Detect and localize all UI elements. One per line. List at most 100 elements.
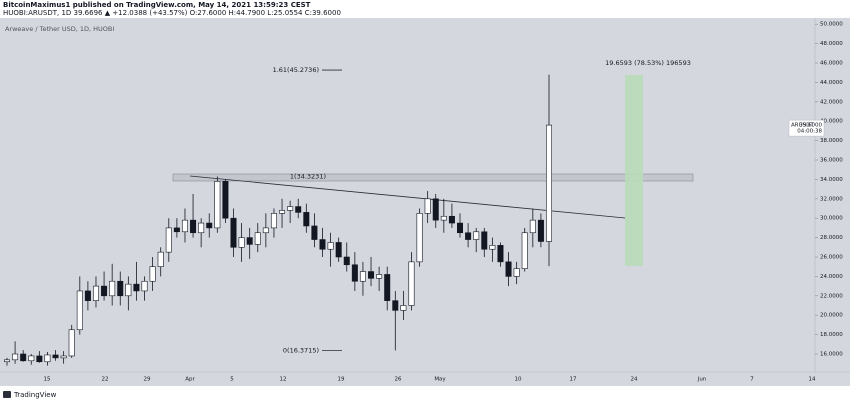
candle-body	[545, 124, 552, 242]
candle-body	[335, 242, 342, 258]
candle-body	[513, 268, 520, 277]
y-tick-label: 50.0000	[820, 22, 843, 28]
x-tick-label: 17	[570, 377, 577, 383]
candle-body	[319, 239, 326, 250]
candle-body	[238, 237, 245, 248]
x-tick-label: 24	[631, 377, 638, 383]
x-tick-label: Apr	[185, 377, 195, 383]
fib-label: 1.61(45.2736)	[273, 66, 319, 74]
y-tick-label: 48.0000	[820, 41, 843, 47]
candle-body	[505, 261, 512, 277]
candle-body	[117, 280, 124, 297]
x-tick-label: 5	[230, 377, 234, 383]
y-tick-label: 44.0000	[820, 80, 843, 86]
candle-body	[173, 227, 180, 233]
price-axis	[815, 18, 850, 372]
candle-body	[303, 212, 310, 227]
price-tag-value: 39.6000	[799, 123, 822, 129]
candle-body	[206, 222, 213, 229]
candle-body	[149, 266, 156, 282]
candle-body	[262, 227, 269, 234]
footer-brand: TradingView	[13, 391, 57, 399]
fib-label: 0(16.3715)	[283, 346, 319, 354]
x-tick-label: 26	[395, 377, 402, 383]
y-tick-label: 28.0000	[820, 235, 843, 241]
y-tick-label: 16.0000	[820, 351, 843, 357]
candle-body	[351, 264, 358, 282]
candle-body	[109, 280, 116, 297]
candle-body	[481, 231, 488, 250]
candle-body	[76, 290, 83, 331]
candle-body	[497, 245, 504, 263]
candle-body	[368, 271, 375, 279]
candle-body	[465, 232, 472, 240]
y-tick-label: 24.0000	[820, 274, 843, 280]
x-tick-label: 22	[102, 377, 109, 383]
candle-body	[222, 181, 229, 219]
x-tick-label: 15	[44, 377, 51, 383]
y-tick-label: 42.0000	[820, 99, 843, 105]
y-tick-label: 22.0000	[820, 293, 843, 299]
candle-body	[230, 217, 237, 248]
candle-body	[4, 359, 11, 363]
chart-title: Arweave / Tether USD, 1D, HUOBI	[5, 25, 114, 33]
candle-body	[359, 271, 366, 282]
y-tick-label: 18.0000	[820, 332, 843, 338]
candle-body	[12, 353, 19, 361]
candle-body	[44, 354, 51, 363]
trend-line	[189, 175, 626, 219]
x-tick-label: 29	[144, 377, 151, 383]
x-tick-label: 12	[280, 377, 287, 383]
plot-background	[0, 18, 815, 372]
candle-body	[190, 219, 197, 234]
candle-body	[60, 355, 67, 359]
candle-body	[384, 274, 391, 301]
candle-body	[416, 213, 423, 263]
candle-body	[254, 232, 261, 245]
candle-body	[457, 222, 464, 234]
candle-body	[92, 285, 99, 301]
y-tick-label: 34.0000	[820, 177, 843, 183]
x-tick-label: Jun	[697, 377, 707, 383]
candle-body	[52, 354, 59, 359]
x-tick-label: 10	[515, 377, 522, 383]
candle-body	[246, 237, 253, 245]
candle-body	[529, 219, 536, 234]
candle-body	[36, 355, 43, 363]
candle-body	[432, 198, 439, 221]
candle-body	[424, 198, 431, 214]
candle-body	[537, 219, 544, 242]
brand-logo	[3, 391, 11, 398]
candle-body	[125, 283, 132, 297]
measure-box	[625, 75, 643, 266]
candle-body	[181, 219, 188, 233]
measure-label: 19.6593 (78.53%) 196593	[605, 59, 691, 67]
candle-body	[408, 261, 415, 306]
candle-body	[141, 280, 148, 292]
fib-label: 1(34.3231)	[290, 172, 326, 180]
resistance-zone	[172, 173, 694, 182]
header-quote: HUOBI:ARUSDT, 1D 39.6696 ▲ +12.0388 (+43…	[3, 9, 341, 17]
candle-body	[295, 206, 302, 213]
candle-body	[327, 242, 334, 250]
candle-body	[343, 256, 350, 266]
candle-body	[440, 215, 447, 221]
header-published: BitcoinMaximus1 published on TradingView…	[3, 1, 311, 9]
candle-body	[198, 222, 205, 234]
price-tag-countdown: 04:00:38	[797, 129, 822, 135]
candle-body	[521, 232, 528, 269]
price-tag	[788, 119, 825, 137]
candle-body	[68, 329, 75, 357]
y-tick-label: 20.0000	[820, 313, 843, 319]
price-tag-symbol: ARUSDT	[791, 123, 814, 129]
candle-body	[157, 251, 164, 268]
time-axis	[0, 372, 850, 386]
candle-body	[448, 215, 455, 224]
x-tick-label: 7	[750, 377, 754, 383]
candle-body	[279, 210, 286, 214]
candle-body	[270, 213, 277, 229]
candle-body	[214, 181, 221, 229]
candle-body	[287, 206, 294, 211]
